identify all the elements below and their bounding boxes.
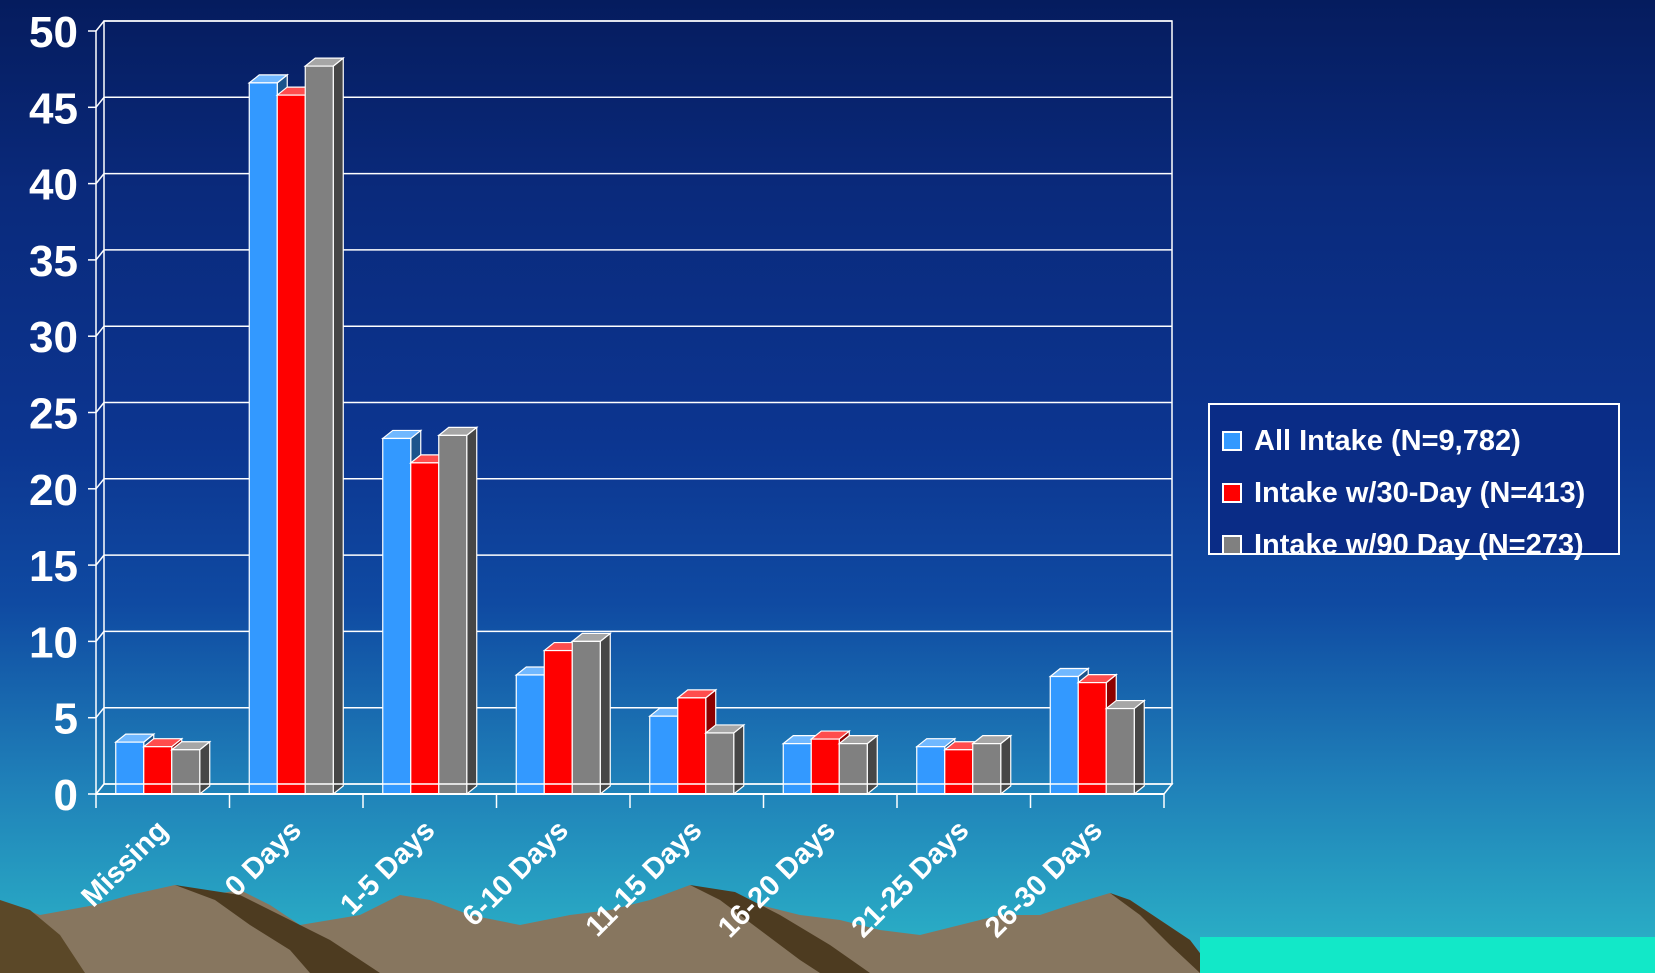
bar-front — [677, 697, 707, 795]
bar — [570, 632, 612, 796]
bar-side — [332, 56, 344, 796]
legend-label-intake-90-day: Intake w/90 Day (N=273) — [1254, 528, 1584, 561]
bar — [971, 734, 1013, 796]
y-tick-label: 40 — [29, 161, 78, 210]
legend-label-all-intake: All Intake (N=9,782) — [1254, 424, 1521, 457]
mountain-range-decoration — [0, 885, 1655, 973]
bar — [170, 740, 212, 796]
bar-side — [599, 632, 611, 796]
legend-swatch-intake-30-day — [1222, 483, 1242, 503]
x-tick-label: 21-25 Days — [846, 814, 976, 944]
mountain-shadow — [0, 900, 85, 973]
bar-front — [810, 738, 840, 795]
bar-front — [838, 743, 868, 795]
mountain-shadow — [690, 885, 870, 973]
bar-front — [382, 437, 412, 795]
bar-front — [304, 65, 334, 795]
y-tick-label: 0 — [54, 771, 78, 820]
y-gridline-side — [95, 402, 105, 413]
y-gridline-side — [95, 554, 105, 566]
legend-item-intake-30-day: Intake w/30-Day (N=413) — [1222, 467, 1618, 519]
y-tick-label: 15 — [29, 542, 78, 591]
y-tick-label: 30 — [29, 313, 78, 362]
y-tick-label: 45 — [29, 84, 78, 133]
mountain-shadow — [175, 885, 380, 973]
y-gridline-side — [95, 96, 105, 108]
y-tick-label: 20 — [29, 466, 78, 515]
bar-front — [705, 732, 735, 795]
bar-front — [944, 749, 974, 795]
y-tick-label: 50 — [29, 8, 78, 57]
bar-side — [466, 426, 478, 796]
bar — [837, 734, 879, 796]
bar-front — [1105, 707, 1135, 795]
bar — [437, 426, 479, 796]
y-gridline-side — [95, 173, 105, 185]
legend-swatch-all-intake — [1222, 431, 1242, 451]
y-gridline-side — [95, 478, 105, 490]
x-tick-label: 6-10 Days — [456, 814, 574, 932]
bar-front — [248, 82, 278, 795]
bar-front — [171, 749, 201, 795]
legend-swatch-intake-90-day — [1222, 535, 1242, 555]
y-gridline-side — [95, 630, 105, 642]
y-tick-label: 10 — [29, 618, 78, 667]
bar-front — [916, 746, 946, 795]
bar-side — [199, 740, 211, 796]
bar — [1104, 699, 1146, 796]
x-tick-label: 0 Days — [219, 814, 308, 903]
y-gridline-side — [95, 20, 105, 32]
bar-side — [866, 734, 878, 796]
y-gridline-side — [95, 249, 105, 261]
y-gridline-side — [95, 707, 105, 719]
mountain-shadow — [1110, 893, 1215, 973]
bar-front — [410, 462, 440, 795]
bar-front — [115, 741, 145, 795]
legend-label-intake-30-day: Intake w/30-Day (N=413) — [1254, 476, 1586, 509]
bar-front — [543, 649, 573, 795]
legend-item-all-intake: All Intake (N=9,782) — [1222, 415, 1618, 467]
bar-front — [782, 743, 812, 795]
bar-side — [1000, 734, 1012, 796]
bar-front — [649, 715, 679, 795]
horizon-strip — [1200, 937, 1655, 973]
bar-side — [1133, 699, 1145, 796]
bar — [303, 56, 345, 796]
legend-item-intake-90-day: Intake w/90 Day (N=273) — [1222, 519, 1618, 571]
y-tick-label: 25 — [29, 390, 78, 439]
bar-front — [972, 743, 1002, 795]
bar-front — [276, 94, 306, 795]
bar-front — [143, 746, 173, 795]
bar-front — [1049, 675, 1079, 795]
y-tick-label: 5 — [54, 695, 78, 744]
bar-front — [515, 674, 545, 795]
bar-front — [1077, 682, 1107, 795]
y-tick-label: 35 — [29, 237, 78, 286]
bar-front — [571, 640, 601, 795]
chart-legend: All Intake (N=9,782) Intake w/30-Day (N=… — [1208, 403, 1620, 561]
y-gridline-side — [95, 325, 105, 337]
bar-front — [438, 434, 468, 795]
